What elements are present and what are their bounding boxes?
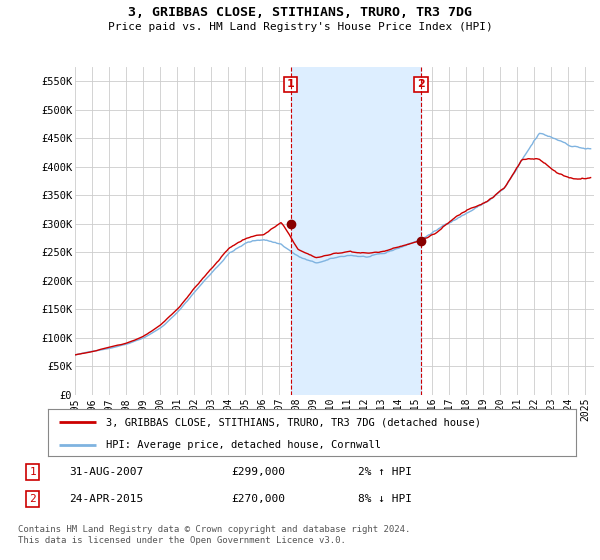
Text: 3, GRIBBAS CLOSE, STITHIANS, TRURO, TR3 7DG (detached house): 3, GRIBBAS CLOSE, STITHIANS, TRURO, TR3 … [106,417,481,427]
Text: HPI: Average price, detached house, Cornwall: HPI: Average price, detached house, Corn… [106,440,381,450]
Text: £299,000: £299,000 [231,467,285,477]
Text: 24-APR-2015: 24-APR-2015 [70,494,144,504]
Text: 8% ↓ HPI: 8% ↓ HPI [358,494,412,504]
Text: £270,000: £270,000 [231,494,285,504]
Text: 3, GRIBBAS CLOSE, STITHIANS, TRURO, TR3 7DG: 3, GRIBBAS CLOSE, STITHIANS, TRURO, TR3 … [128,6,472,18]
Text: Contains HM Land Registry data © Crown copyright and database right 2024.
This d: Contains HM Land Registry data © Crown c… [18,525,410,545]
Text: 1: 1 [287,80,295,89]
Bar [290,67,421,395]
Text: Price paid vs. HM Land Registry's House Price Index (HPI): Price paid vs. HM Land Registry's House … [107,22,493,32]
Text: 2: 2 [417,80,425,89]
Text: 1: 1 [29,467,36,477]
Text: 31-AUG-2007: 31-AUG-2007 [70,467,144,477]
Text: 2: 2 [29,494,36,504]
Text: 2% ↑ HPI: 2% ↑ HPI [358,467,412,477]
